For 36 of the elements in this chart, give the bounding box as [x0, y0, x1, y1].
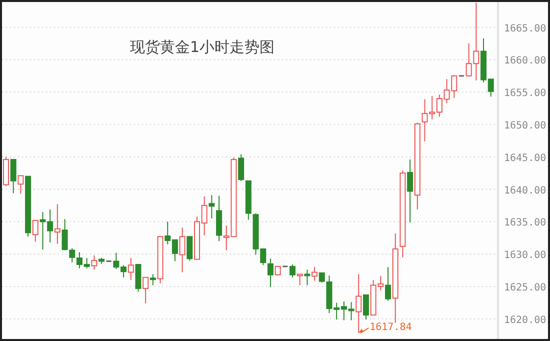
candlestick: [142, 276, 149, 304]
y-tick-label: 1635.00: [504, 218, 546, 229]
candlestick: [18, 175, 24, 194]
candlestick: [312, 266, 318, 282]
candlestick: [274, 266, 281, 276]
candlestick: [356, 274, 362, 334]
candlestick: [208, 194, 215, 219]
text: 现货黄金1小时走势图: [130, 38, 275, 56]
y-tick-label: 1640.00: [504, 185, 546, 196]
candlestick: [304, 269, 310, 286]
candlestick: [267, 258, 274, 288]
annotation: 1617.84: [370, 322, 412, 333]
candlestick: [150, 274, 156, 286]
y-tick-label: 1650.00: [504, 120, 546, 132]
y-tick-label: 1655.00: [504, 88, 546, 100]
y-tick-label: 1645.00: [504, 152, 546, 164]
candlestick: [135, 264, 142, 292]
candlestick: [238, 154, 244, 182]
candlestick: [186, 235, 193, 262]
y-tick-label: 1660.00: [504, 56, 546, 67]
annotation: 1617.84: [358, 322, 412, 334]
candlestick: [362, 294, 369, 320]
y-tick-label: 1625.00: [504, 282, 546, 294]
candlestick: [91, 254, 98, 270]
y-tick-label: 1630.00: [504, 250, 546, 262]
candlestick: [407, 158, 414, 223]
candlestick: [32, 219, 38, 242]
candlestick: [290, 264, 296, 278]
candlestick: [54, 204, 60, 244]
candlestick: [385, 266, 392, 302]
candlestick: [128, 257, 134, 281]
y-tick-label: 1665.00: [504, 23, 546, 34]
candlestick: [179, 227, 186, 273]
candlestick: [10, 158, 16, 194]
y-tick-label: 1620.00: [504, 314, 546, 326]
candlestick: [296, 274, 303, 286]
